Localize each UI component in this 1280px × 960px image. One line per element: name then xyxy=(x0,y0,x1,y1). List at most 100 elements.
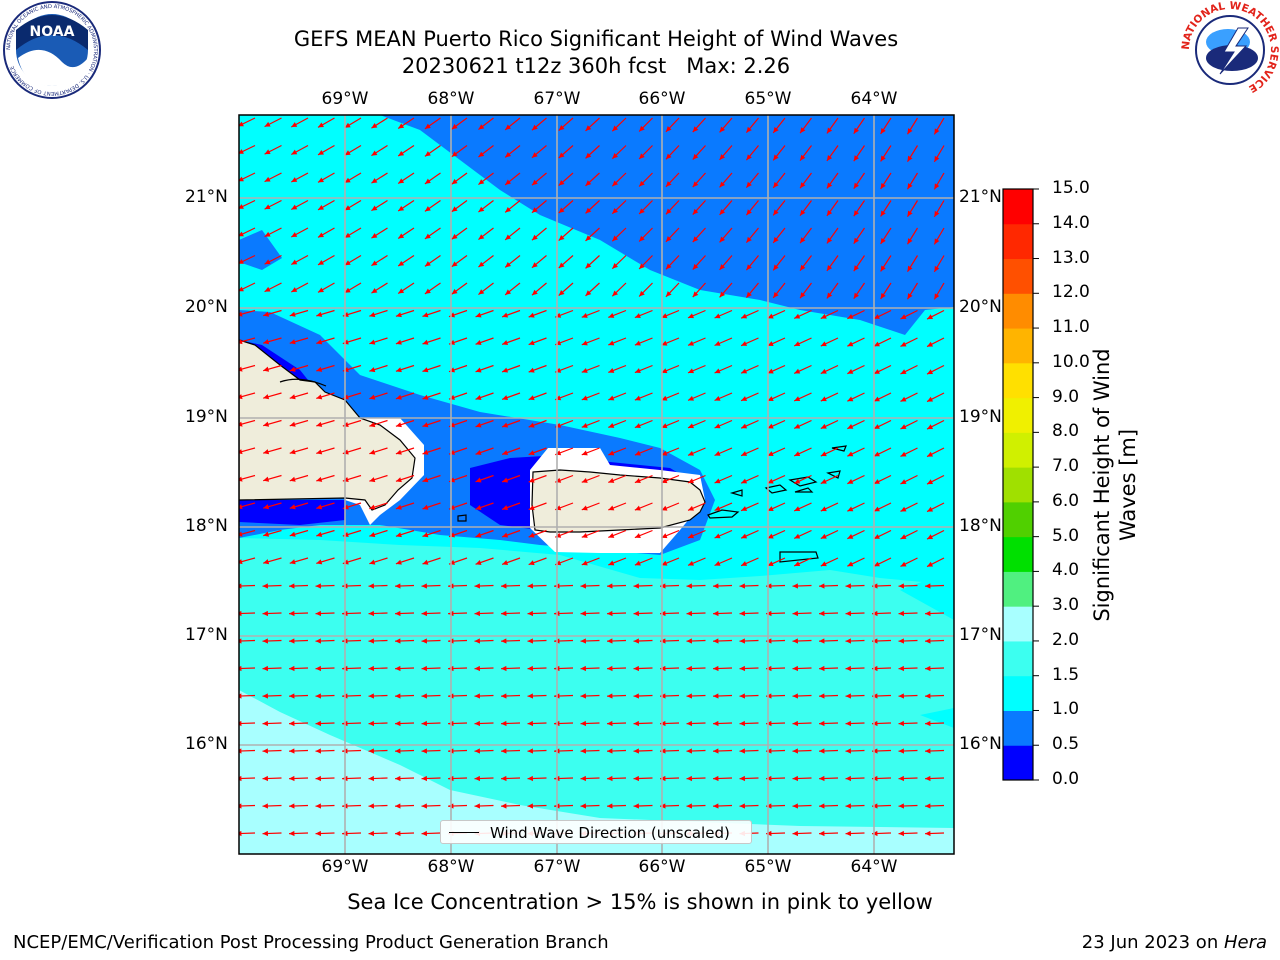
wave-arrow-head xyxy=(934,128,940,135)
wave-arrow-head xyxy=(792,803,799,809)
wave-arrow-head xyxy=(687,450,694,456)
wave-arrow-head xyxy=(422,532,429,538)
wave-arrow-head xyxy=(826,127,833,134)
wave-arrow-head xyxy=(475,560,482,565)
wave-arrow-head xyxy=(800,264,806,271)
wave-arrow-head xyxy=(289,748,295,754)
colorbar-segment xyxy=(1003,432,1033,468)
wave-arrow-head xyxy=(687,395,694,401)
wave-height-fill xyxy=(239,115,954,854)
wave-arrow-head xyxy=(368,775,375,782)
colorbar-segment xyxy=(1003,571,1033,607)
wave-arrow-head xyxy=(925,583,931,589)
lon-label: 64°W xyxy=(850,89,898,109)
map-legend: Wind Wave Direction (unscaled) xyxy=(440,820,752,844)
wave-arrow-head xyxy=(608,450,615,456)
wave-arrow-head xyxy=(845,830,852,837)
wave-arrow-head xyxy=(686,638,693,644)
wave-arrow-head xyxy=(907,293,913,300)
wave-arrow-head xyxy=(501,775,507,782)
wave-arrow-head xyxy=(608,340,615,346)
wave-arrow-head xyxy=(800,209,806,216)
wave-arrow-head xyxy=(661,313,668,319)
wave-arrow-head xyxy=(317,287,324,293)
wave-arrow-head xyxy=(580,775,587,782)
wave-arrow-head xyxy=(900,479,907,484)
wave-arrow-head xyxy=(527,803,534,809)
colorbar-segment xyxy=(1003,536,1033,572)
wave-arrow-head xyxy=(714,423,721,429)
wave-arrow-head xyxy=(531,207,538,213)
wave-arrow-head xyxy=(907,155,913,162)
wave-arrow-head xyxy=(422,477,429,483)
lat-label: 21°N xyxy=(185,187,228,207)
wave-arrow-head xyxy=(289,583,295,589)
wave-arrow-head xyxy=(792,583,799,589)
wave-arrow-head xyxy=(264,176,271,182)
wave-arrow-head xyxy=(820,368,827,374)
wave-arrow-head xyxy=(451,233,458,240)
wave-arrow-head xyxy=(475,505,482,510)
wave-arrow-head xyxy=(528,422,535,428)
wave-arrow-head xyxy=(478,261,485,268)
wave-arrow-head xyxy=(291,287,298,293)
wave-arrow-head xyxy=(873,561,880,567)
wave-arrow-head xyxy=(767,368,774,374)
wave-arrow-head xyxy=(316,421,323,427)
wave-arrow-head xyxy=(767,313,774,319)
lat-label: 18°N xyxy=(185,516,228,536)
wave-arrow-head xyxy=(289,638,295,644)
wave-arrow-head xyxy=(767,561,774,566)
wave-arrow-head xyxy=(900,314,907,319)
wave-arrow-head xyxy=(369,367,376,373)
wave-arrow-head xyxy=(819,775,825,782)
wave-arrow-head xyxy=(505,151,512,158)
wave-arrow-head xyxy=(262,638,269,644)
wave-arrow-head xyxy=(421,720,428,727)
wave-arrow-head xyxy=(773,292,779,298)
wave-arrow-head xyxy=(898,638,905,644)
wave-arrow-head xyxy=(421,830,428,837)
wave-arrow-head xyxy=(421,583,428,589)
wave-arrow-head xyxy=(239,421,243,427)
wave-arrow-head xyxy=(315,830,322,837)
wave-arrow-head xyxy=(634,423,641,429)
wave-arrow-head xyxy=(634,340,641,346)
wave-arrow-head xyxy=(934,183,940,190)
wave-arrow-head xyxy=(819,748,825,754)
wave-arrow-head xyxy=(898,803,905,809)
wave-arrow-head xyxy=(927,506,934,512)
graticule xyxy=(239,115,954,854)
wave-arrow-head xyxy=(505,234,512,240)
wave-arrow-head xyxy=(714,340,721,346)
wave-arrow-head xyxy=(581,367,588,373)
wave-arrow-head xyxy=(687,533,694,539)
lat-label: 19°N xyxy=(185,407,228,427)
wave-arrow-head xyxy=(880,155,886,162)
wave-arrow-head xyxy=(422,312,429,318)
wave-arrow-head xyxy=(826,210,833,216)
wave-arrow-head xyxy=(853,210,859,217)
wave-arrow-head xyxy=(633,748,640,754)
wave-arrow-head xyxy=(263,449,270,455)
wave-arrow-head xyxy=(607,610,613,617)
wave-arrow-head xyxy=(826,182,833,189)
wave-arrow-head xyxy=(398,260,405,267)
wave-arrow-head xyxy=(475,450,482,455)
wave-arrow-head xyxy=(739,610,746,617)
colorbar-frame xyxy=(1002,188,1034,781)
wave-arrow-head xyxy=(719,209,726,215)
wave-arrow-head xyxy=(845,775,852,782)
wave-arrow-head xyxy=(845,583,852,589)
wave-arrow-head xyxy=(741,478,748,484)
wave-arrow-head xyxy=(316,476,323,482)
wave-arrow-head xyxy=(474,748,481,754)
wave-arrow-head xyxy=(608,505,615,511)
wave-arrow-head xyxy=(558,152,565,159)
wave-arrow-head xyxy=(686,803,693,809)
wave-arrow-head xyxy=(371,288,378,294)
wave-arrow-head xyxy=(873,396,880,402)
wave-arrow-head xyxy=(741,561,748,566)
wave-arrow-head xyxy=(585,207,592,214)
wave-arrow-head xyxy=(239,339,243,345)
